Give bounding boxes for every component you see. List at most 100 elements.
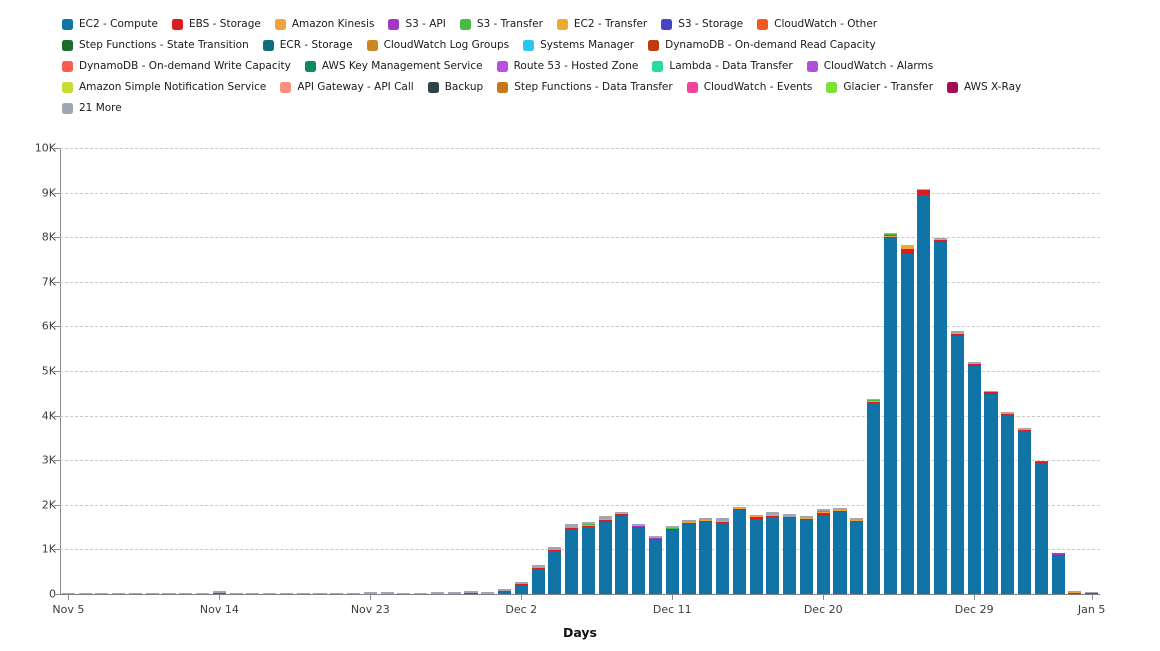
legend-item[interactable]: Lambda - Data Transfer xyxy=(652,60,793,73)
legend-item[interactable]: S3 - Storage xyxy=(661,18,743,31)
legend-item[interactable]: ECR - Storage xyxy=(262,39,353,52)
legend-item[interactable]: Step Functions - State Transition xyxy=(62,39,249,52)
bar-jan-1[interactable] xyxy=(1017,428,1032,594)
legend-item[interactable]: Glacier - Transfer xyxy=(826,81,933,94)
legend-item[interactable]: S3 - API xyxy=(388,18,446,31)
bar-dec-14[interactable] xyxy=(716,518,730,594)
legend-item[interactable]: S3 - Transfer xyxy=(459,18,543,31)
bar-segment xyxy=(632,526,646,527)
y-axis-tick-mark xyxy=(54,460,60,462)
bar-nov-15[interactable] xyxy=(229,592,243,594)
y-axis-tick-mark xyxy=(54,371,60,372)
legend-item[interactable]: DynamoDB - On-demand Read Capacity xyxy=(648,39,876,52)
bar-nov-14[interactable] xyxy=(212,590,226,594)
legend-item[interactable]: Route 53 - Hosted Zone xyxy=(496,60,638,73)
bar-nov-11[interactable] xyxy=(162,593,176,594)
bar-nov-21[interactable] xyxy=(330,592,344,594)
legend-item[interactable]: API Gateway - API Call xyxy=(280,81,414,94)
bar-dec-17[interactable] xyxy=(766,511,780,594)
bar-jan-2[interactable] xyxy=(1034,460,1048,594)
bar-dec-3[interactable] xyxy=(531,565,545,594)
bar-jan-3[interactable] xyxy=(1051,553,1065,594)
legend-item[interactable]: CloudWatch - Other xyxy=(757,18,877,31)
bar-nov-18[interactable] xyxy=(279,592,293,594)
bar-nov-5[interactable] xyxy=(61,592,75,594)
gridline xyxy=(60,371,1100,372)
bar-nov-29[interactable] xyxy=(464,591,478,594)
legend-item[interactable]: CloudWatch Log Groups xyxy=(366,39,509,52)
legend-item[interactable]: EC2 - Compute xyxy=(62,18,158,31)
bar-dec-13[interactable] xyxy=(699,518,713,594)
bar-nov-26[interactable] xyxy=(414,592,428,594)
legend-row: Amazon Simple Notification Service API Ga… xyxy=(62,81,1152,102)
bar-nov-12[interactable] xyxy=(179,592,193,594)
bar-segment xyxy=(850,518,864,521)
bar-dec-19[interactable] xyxy=(799,515,813,594)
legend-item[interactable]: DynamoDB - On-demand Write Capacity xyxy=(62,60,291,73)
bar-dec-26[interactable] xyxy=(917,188,931,594)
bar-nov-30[interactable] xyxy=(481,592,495,594)
bar-dec-6[interactable] xyxy=(581,521,595,594)
legend-item[interactable]: EC2 - Transfer xyxy=(556,18,647,31)
bar-dec-2[interactable] xyxy=(514,581,528,594)
bar-dec-29[interactable] xyxy=(967,362,981,594)
bar-nov-23[interactable] xyxy=(363,592,377,594)
bar-nov-24[interactable] xyxy=(380,591,394,594)
legend-item[interactable]: CloudWatch - Events xyxy=(686,81,812,94)
legend-item[interactable]: AWS X-Ray xyxy=(947,81,1021,94)
bar-dec-27[interactable] xyxy=(934,237,948,594)
bar-dec-11[interactable] xyxy=(665,526,679,594)
bar-nov-17[interactable] xyxy=(263,593,277,594)
bar-dec-25[interactable] xyxy=(900,244,914,594)
bar-nov-8[interactable] xyxy=(112,592,126,594)
bar-jan-5[interactable] xyxy=(1085,591,1099,594)
bar-dec-4[interactable] xyxy=(548,546,562,594)
bar-segment xyxy=(481,592,495,594)
bar-dec-22[interactable] xyxy=(850,518,864,594)
bar-dec-30[interactable] xyxy=(984,390,998,594)
bar-dec-8[interactable] xyxy=(615,511,629,594)
legend-item[interactable]: Amazon Kinesis xyxy=(274,18,374,31)
bar-dec-21[interactable] xyxy=(833,508,847,594)
bar-dec-28[interactable] xyxy=(950,330,964,594)
bar-nov-27[interactable] xyxy=(430,591,444,594)
bar-dec-12[interactable] xyxy=(682,519,696,594)
bar-dec-5[interactable] xyxy=(565,524,579,594)
bar-nov-19[interactable] xyxy=(296,593,310,594)
legend-item[interactable]: Amazon Simple Notification Service xyxy=(62,81,266,94)
bar-segment xyxy=(565,528,579,530)
bar-nov-20[interactable] xyxy=(313,592,327,594)
bar-segment xyxy=(783,517,797,519)
legend-item[interactable]: Backup xyxy=(427,81,483,94)
bar-nov-16[interactable] xyxy=(246,593,260,594)
bar-dec-1[interactable] xyxy=(497,589,512,594)
bar-segment xyxy=(883,238,897,594)
bar-dec-31[interactable] xyxy=(1001,411,1015,594)
bar-nov-6[interactable] xyxy=(78,592,92,594)
bar-nov-13[interactable] xyxy=(196,592,210,594)
bar-nov-28[interactable] xyxy=(447,592,461,594)
bar-dec-20[interactable] xyxy=(816,509,830,594)
bar-nov-22[interactable] xyxy=(347,593,361,594)
bar-dec-16[interactable] xyxy=(749,514,763,594)
legend-item[interactable]: CloudWatch - Alarms xyxy=(806,60,933,73)
bar-dec-9[interactable] xyxy=(632,524,646,594)
bar-dec-15[interactable] xyxy=(732,506,746,594)
legend-item[interactable]: Step Functions - Data Transfer xyxy=(497,81,673,94)
bar-dec-18[interactable] xyxy=(783,514,797,594)
bar-segment xyxy=(799,518,813,520)
bar-nov-10[interactable] xyxy=(145,593,159,594)
bar-nov-7[interactable] xyxy=(95,593,109,594)
legend-item[interactable]: EBS - Storage xyxy=(172,18,261,31)
x-axis-title: Days xyxy=(562,625,597,640)
legend-item[interactable]: Systems Manager xyxy=(523,39,634,52)
bar-nov-9[interactable] xyxy=(128,592,143,594)
bar-jan-4[interactable] xyxy=(1068,591,1082,594)
bar-dec-10[interactable] xyxy=(648,536,663,594)
bar-nov-25[interactable] xyxy=(397,592,411,594)
bar-dec-23[interactable] xyxy=(867,399,881,594)
legend-item[interactable]: 21 More xyxy=(62,102,122,115)
bar-dec-7[interactable] xyxy=(598,515,612,594)
legend-item[interactable]: AWS Key Management Service xyxy=(304,60,483,73)
bar-dec-24[interactable] xyxy=(883,232,897,594)
